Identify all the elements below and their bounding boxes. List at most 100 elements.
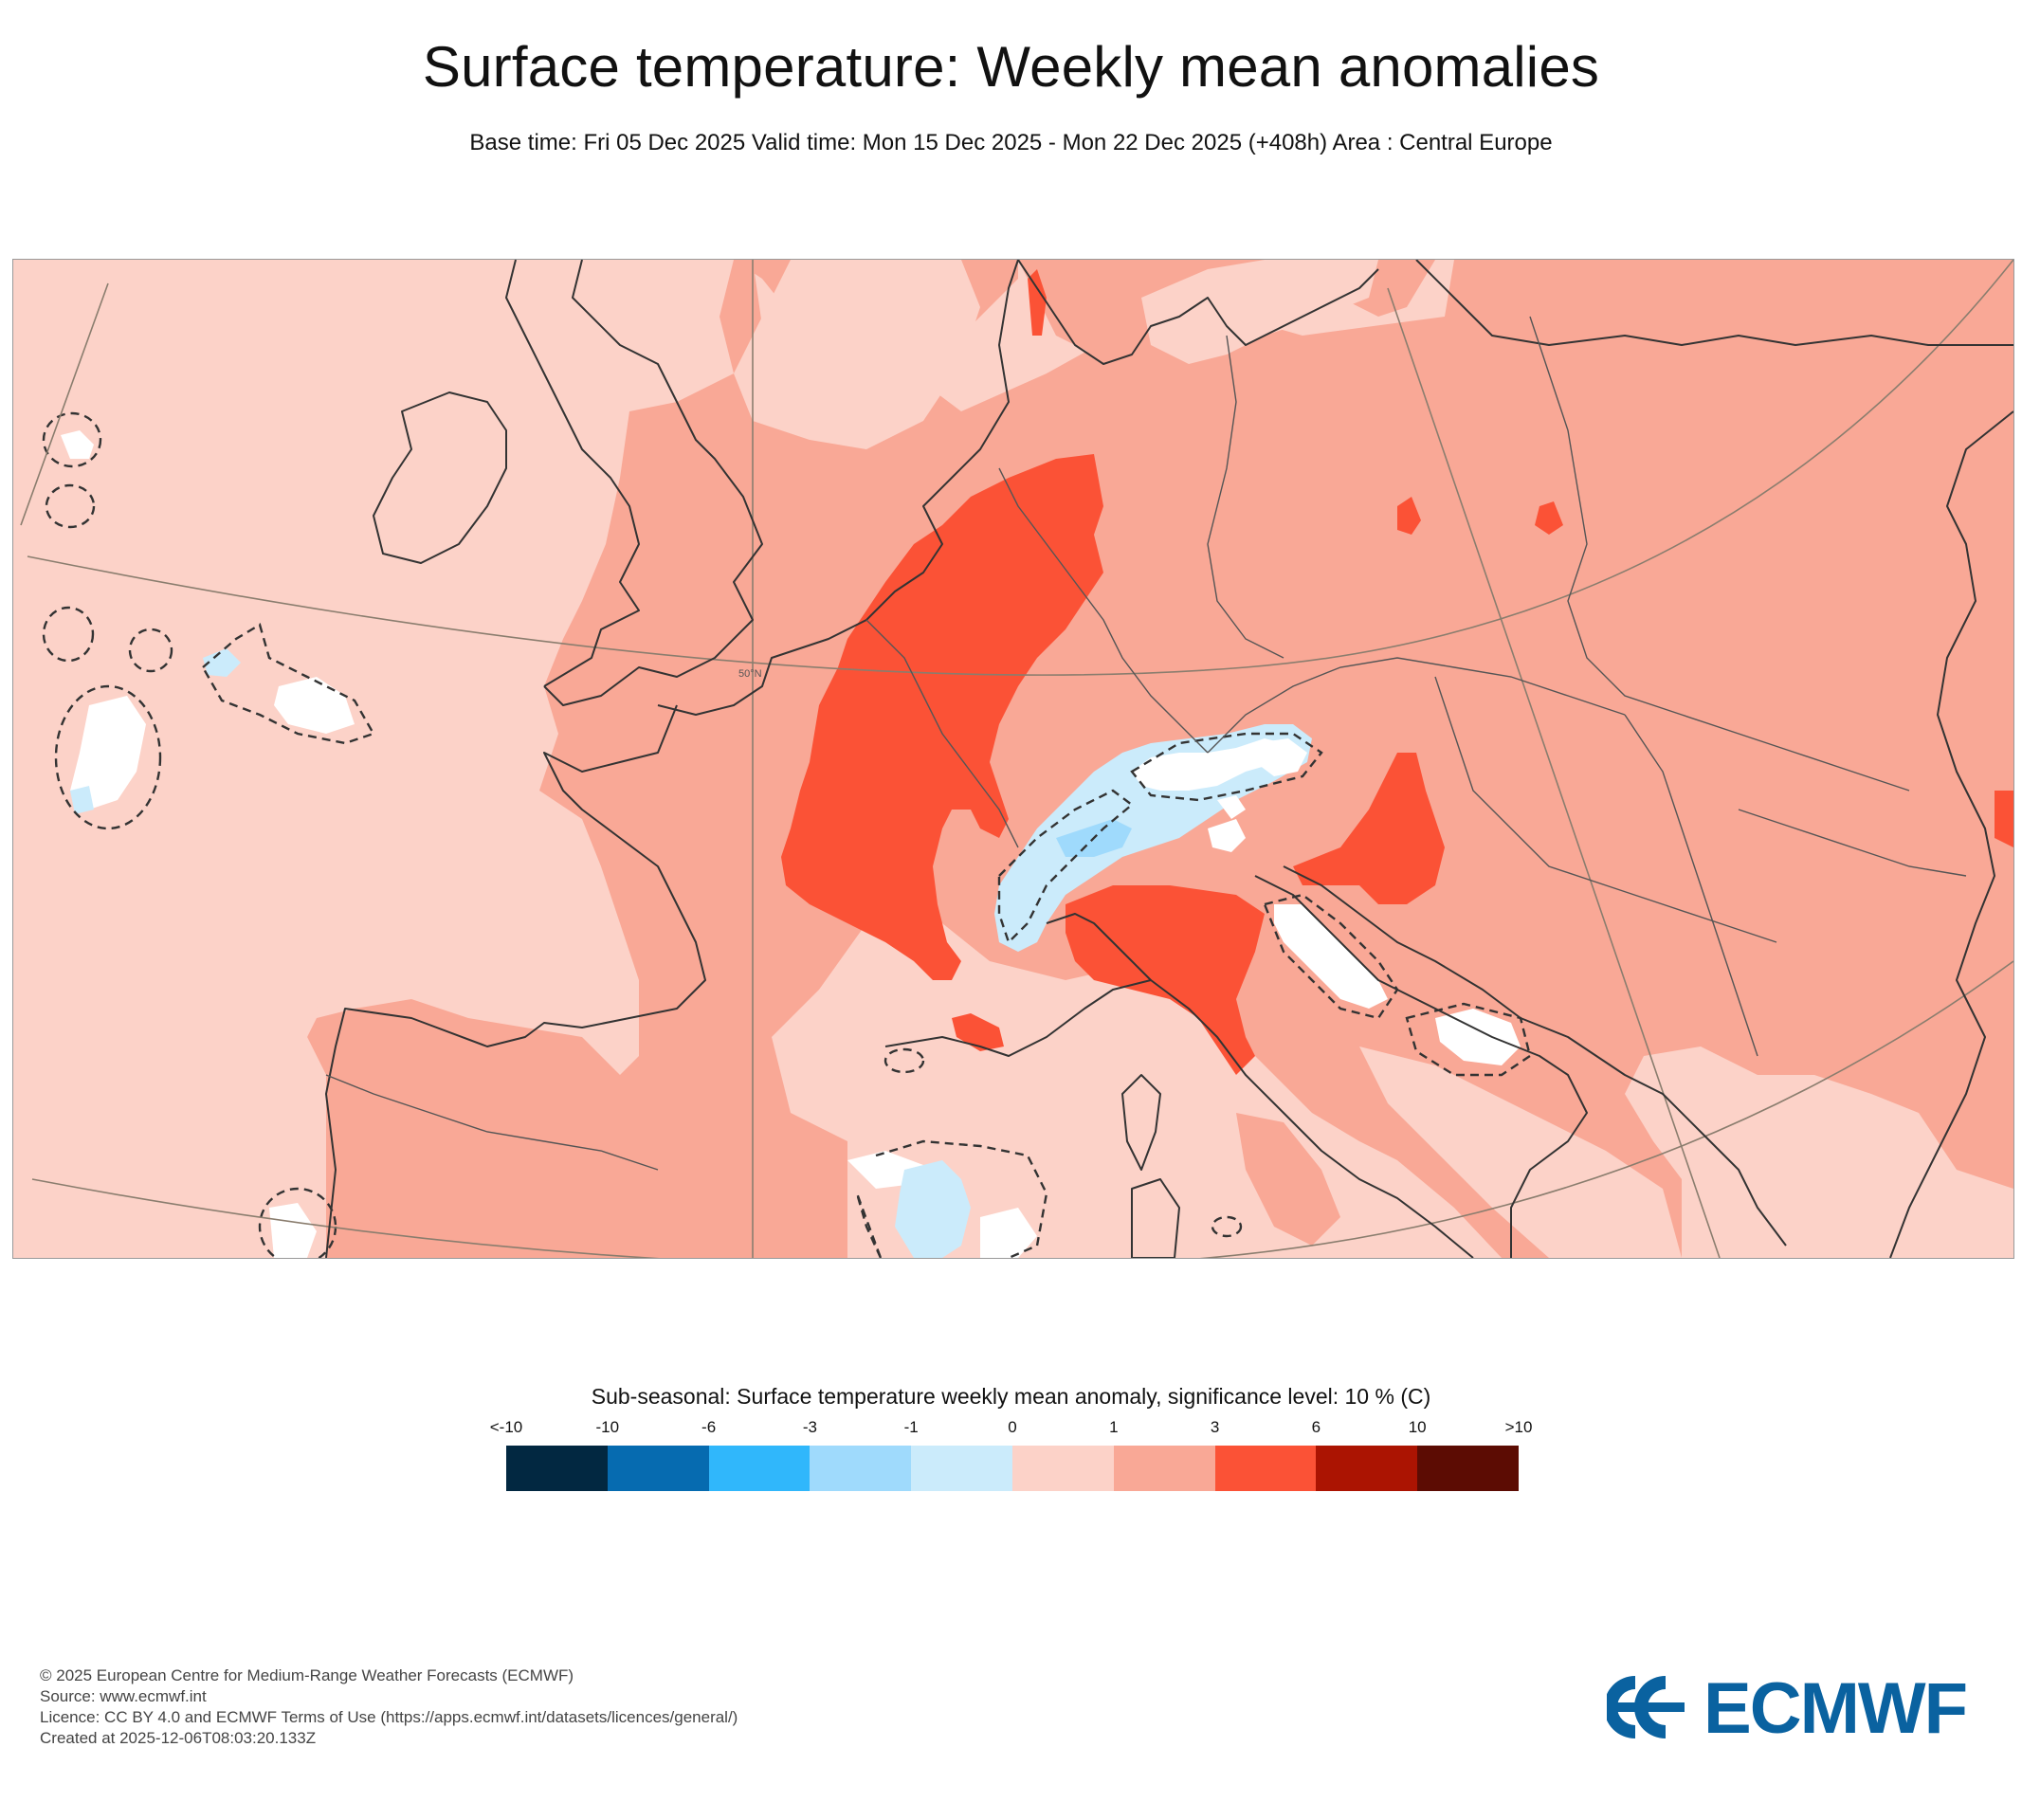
- atlantic-insignificant-3: [61, 430, 94, 459]
- apulia-insignificant: [1435, 1009, 1521, 1065]
- footer-credits: © 2025 European Centre for Medium-Range …: [40, 1665, 738, 1749]
- med-insignificant-2: [980, 1208, 1037, 1258]
- source-line: Source: www.ecmwf.int: [40, 1687, 207, 1705]
- denmark-strong-positive: [1028, 269, 1047, 336]
- atlantic-insignificant-2: [70, 696, 146, 810]
- alps-weak-negative: [994, 724, 1312, 952]
- alps-insignificant-3: [1255, 738, 1307, 776]
- legend-tick-label: >10: [1504, 1418, 1533, 1436]
- border-romania: [1738, 809, 1967, 877]
- border-czech-austria: [1207, 657, 1626, 754]
- channel-benelux-coast: [657, 260, 1019, 716]
- corsica-coast: [1121, 1074, 1161, 1171]
- austria-insignificant: [1217, 795, 1246, 819]
- great-britain-west-coast: [505, 260, 640, 687]
- anomaly-map: 50°N: [12, 259, 2014, 1259]
- contour-6: [201, 623, 375, 745]
- ecmwf-logo: ECMWF: [1607, 1670, 1986, 1744]
- coastlines-borders: [325, 260, 2013, 1258]
- created-line: Created at 2025-12-06T08:03:20.133Z: [40, 1729, 317, 1747]
- border-poland-east: [1529, 316, 1910, 792]
- graticule-50n: [27, 260, 2013, 676]
- legend-tick-label: 6: [1311, 1418, 1321, 1436]
- italy-west-coast: [884, 979, 1474, 1258]
- atlantic-weak-positive: [13, 260, 563, 1258]
- contour-11: [258, 1187, 337, 1258]
- contour-12: [1211, 1215, 1243, 1238]
- poland-strong-positive-2: [1535, 501, 1563, 535]
- insignificant-areas: [61, 430, 1521, 1258]
- border-hungary: [1434, 676, 1777, 943]
- colorbar-swatch: [1011, 1446, 1114, 1491]
- moderate-positive-mainland: [13, 260, 2013, 1258]
- denmark-baltic-coast: [1017, 260, 1379, 365]
- algeria-weak-negative: [895, 1160, 971, 1258]
- country-borders: [325, 316, 1967, 1171]
- atlantic-weak-negative: [203, 648, 241, 677]
- logo-text: ECMWF: [1703, 1670, 1966, 1744]
- strong-positive-areas: [781, 269, 2013, 1075]
- adriatic-insignificant: [1274, 904, 1388, 1009]
- legend-tick-label: 3: [1210, 1418, 1220, 1436]
- contour-4: [128, 628, 173, 673]
- legend-tick-label: -10: [595, 1418, 620, 1436]
- baltic-south-coast: [1415, 260, 2013, 346]
- alps-insignificant-2: [1208, 819, 1246, 852]
- map-canvas: 50°N: [13, 260, 2013, 1258]
- balkan-coast: [1283, 865, 1787, 1247]
- border-germany-poland: [1207, 335, 1284, 659]
- contour-9: [1405, 1002, 1532, 1077]
- colorbar-swatch: [911, 1446, 1012, 1491]
- north-sea-weak-positive: [734, 260, 980, 449]
- france-atlantic-coast: [325, 704, 706, 1258]
- contour-3: [42, 606, 95, 663]
- italy-strong-positive: [1066, 885, 1265, 1075]
- alps-insignificant-1: [1132, 738, 1284, 791]
- graticule-40n: [31, 960, 2013, 1258]
- colorbar-swatch: [607, 1446, 709, 1491]
- contour-7: [1130, 732, 1323, 802]
- colorbar-swatch: [1316, 1446, 1418, 1491]
- licence-line: Licence: CC BY 4.0 and ECMWF Terms of Us…: [40, 1708, 738, 1726]
- legend-tick-label: -3: [802, 1418, 817, 1436]
- graticule-label: 50°N: [738, 668, 762, 680]
- chart-title: Surface temperature: Weekly mean anomali…: [422, 35, 1600, 99]
- sardinia-coast: [1131, 1178, 1180, 1258]
- legend-tick-label: <-10: [489, 1418, 523, 1436]
- contour-8: [1263, 893, 1399, 1020]
- legend-tick-label: 10: [1408, 1418, 1427, 1436]
- colorbar: [506, 1446, 1519, 1491]
- colorbar-swatch: [1113, 1446, 1215, 1491]
- colorbar-swatch: [506, 1446, 608, 1491]
- contour-2: [45, 483, 96, 529]
- contour-5: [54, 684, 162, 830]
- colorbar-swatch: [708, 1446, 811, 1491]
- slovenia-croatia-strong-positive: [1293, 753, 1445, 904]
- legend-tick-label: 1: [1109, 1418, 1119, 1436]
- colorbar-swatch: [1417, 1446, 1519, 1491]
- france-germany-strong-positive: [781, 454, 1103, 980]
- weak-negative-areas: [70, 648, 971, 1258]
- significance-contours: [42, 411, 1532, 1258]
- legend-ticks: <-10 -10 -6 -3 -1 0 1 3 6 10 >10: [490, 1418, 1533, 1439]
- poland-strong-positive-1: [1397, 497, 1421, 535]
- legend-tick-label: -1: [903, 1418, 919, 1436]
- border-balkans: [1624, 714, 1758, 1057]
- colorbar-swatch: [1214, 1446, 1317, 1491]
- border-germany-east: [998, 467, 1209, 754]
- baltic-weak-positive: [1141, 260, 1378, 364]
- east-border-coast: [1889, 410, 2013, 1258]
- italy-east-coast: [1254, 875, 1588, 1258]
- legend-tick-label: 0: [1008, 1418, 1017, 1436]
- graticule-meridian-2: [20, 282, 109, 526]
- ligurian-coast: [1046, 913, 1152, 981]
- contour-10: [855, 1139, 1048, 1258]
- atlantic-weak-negative-2: [70, 786, 94, 814]
- ionian-weak-positive: [1359, 1046, 1682, 1258]
- great-britain-east-coast: [543, 260, 763, 706]
- colorbar-swatch: [810, 1446, 912, 1491]
- border-pyrenees: [325, 1074, 659, 1171]
- ecmwf-logo-graphic: ECMWF: [1607, 1670, 1968, 1744]
- legend-title: Sub-seasonal: Surface temperature weekly…: [591, 1384, 1431, 1409]
- contour-1: [42, 411, 102, 468]
